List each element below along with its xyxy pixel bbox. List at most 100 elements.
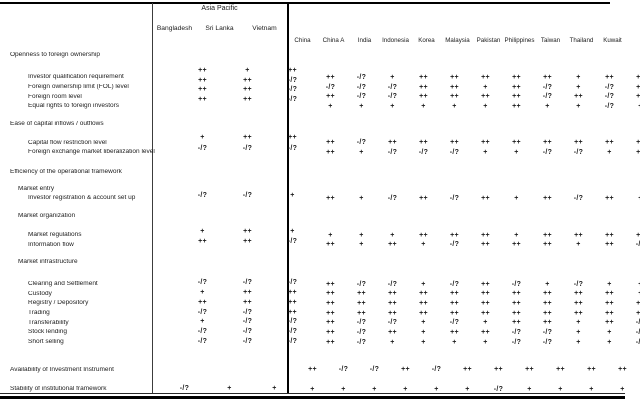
ap-value-cell: ++ — [288, 299, 297, 307]
value-cell: + — [545, 103, 550, 111]
row-label: Trading — [28, 309, 50, 316]
value-cell: ++ — [481, 195, 490, 203]
value-cell: -/? — [573, 195, 584, 203]
region-block-divider — [287, 3, 289, 393]
row-label: Investor registration & account set up — [28, 195, 136, 202]
value-cell: + — [558, 386, 563, 394]
value-cell: -/? — [387, 195, 398, 203]
value-cell: ++ — [512, 74, 521, 82]
ap-value-cell: -/? — [179, 385, 190, 393]
value-cell: ++ — [636, 231, 640, 239]
table-row-transferability: Transferability + -/? -/? ++ -/? -/? + -/? + ++ ++ +… — [0, 318, 640, 328]
value-cell: -/? — [356, 93, 367, 101]
value-cell: ++ — [419, 231, 428, 239]
ap-value-cell: + — [245, 67, 250, 75]
value-cell: -/? — [635, 319, 640, 327]
value-cell: -/? — [449, 280, 460, 288]
column-header-sri-lanka: Sri Lanka — [205, 25, 234, 32]
column-header-thailand: Thailand — [569, 37, 594, 44]
value-cell: ++ — [574, 290, 583, 298]
value-cell: + — [421, 103, 426, 111]
value-cell: + — [452, 103, 457, 111]
value-cell: ++ — [326, 74, 335, 82]
value-cell: ++ — [512, 290, 521, 298]
column-header-malaysia: Malaysia — [445, 37, 470, 44]
ap-value-cell: ++ — [198, 299, 207, 307]
value-cell: ++ — [326, 319, 335, 327]
value-cell: ++ — [388, 241, 397, 249]
table-row-investor-qualification-requirement: Investor qualification requirement ++ + ++ +… — [0, 67, 640, 83]
row-label: Clearing and Settlement — [28, 280, 98, 287]
value-cell: ++ — [388, 309, 397, 317]
ap-value-cell: ++ — [288, 67, 297, 75]
value-cell: -/? — [356, 338, 367, 346]
value-cell: -/? — [356, 280, 367, 288]
value-cell: + — [483, 83, 488, 91]
column-header-kuwait: Kuwait — [603, 37, 622, 44]
table-body: Openness to foreign ownership Investor qu… — [0, 50, 640, 395]
value-cell: -/? — [573, 149, 584, 157]
table-row-foreign-room-level: Foreign room level ++ ++ -/? ++ -/? -/? ++ ++ ++ +… — [0, 86, 640, 102]
table-row-openness-to-foreign-ownership: Openness to foreign ownership — [0, 50, 640, 60]
value-cell: ++ — [605, 195, 614, 203]
value-cell: -/? — [635, 329, 640, 337]
ap-value-cell: ++ — [288, 134, 297, 142]
value-cell: + — [607, 280, 612, 288]
value-cell: ++ — [450, 83, 459, 91]
ap-value-cell: -/? — [242, 337, 253, 345]
value-cell: ++ — [419, 300, 428, 308]
value-cell: ++ — [481, 290, 490, 298]
row-label: Availability of Investment Instrument — [10, 366, 114, 373]
value-cell: ++ — [419, 290, 428, 298]
column-header-philippines: Philippines — [504, 37, 535, 44]
value-cell: + — [514, 231, 519, 239]
row-label: Stability of institutional framework — [10, 386, 107, 393]
ap-value-cell: -/? — [287, 328, 298, 336]
value-cell: ++ — [357, 300, 366, 308]
row-label: Market infrastructure — [18, 259, 78, 266]
value-cell: ++ — [326, 139, 335, 147]
ap-value-cell: ++ — [198, 76, 207, 84]
column-header-indonesia: Indonesia — [382, 37, 409, 44]
ap-value-cell: -/? — [287, 318, 298, 326]
value-cell: + — [328, 231, 333, 239]
table-row-registry-depository: Registry / Depository ++ ++ ++ ++ ++ ++ ++ ++ ++ +… — [0, 299, 640, 309]
value-cell: ++ — [450, 329, 459, 337]
value-cell: ++ — [512, 103, 521, 111]
value-cell: + — [341, 386, 346, 394]
value-cell: ++ — [543, 195, 552, 203]
row-label: Foreign room level — [28, 93, 82, 100]
value-cell: -/? — [449, 195, 460, 203]
column-header-korea: Korea — [418, 37, 435, 44]
value-cell: ++ — [419, 83, 428, 91]
table-row-stock-lending: Stock lending -/? -/? -/? ++ -/? ++ + ++ ++ -/? -/?… — [0, 328, 640, 338]
table-row-custody: Custody++++++++++++++++++++++++++ — [0, 289, 640, 299]
ap-value-cell: + — [227, 385, 232, 393]
value-cell: ++ — [574, 139, 583, 147]
value-cell: -/? — [604, 83, 615, 91]
value-cell: + — [483, 338, 488, 346]
row-label: Short selling — [28, 339, 64, 346]
ap-value-cell: ++ — [198, 67, 207, 75]
value-cell: -/? — [604, 103, 615, 111]
value-cell: + — [576, 103, 581, 111]
value-cell: ++ — [543, 319, 552, 327]
value-cell: ++ — [605, 319, 614, 327]
ap-value-cell: + — [290, 227, 295, 235]
value-cell: -/? — [356, 74, 367, 82]
value-cell: ++ — [512, 93, 521, 101]
value-cell: ++ — [326, 241, 335, 249]
value-cell: + — [514, 149, 519, 157]
column-header-taiwan: Taiwan — [540, 37, 561, 44]
value-cell: ++ — [512, 319, 521, 327]
value-cell: ++ — [481, 309, 490, 317]
value-cell: -/? — [635, 338, 640, 346]
value-cell: ++ — [512, 241, 521, 249]
value-cell: ++ — [326, 93, 335, 101]
value-cell: -/? — [387, 319, 398, 327]
value-cell: + — [328, 103, 333, 111]
value-cell: ++ — [450, 74, 459, 82]
value-cell: ++ — [326, 329, 335, 337]
value-cell: + — [465, 386, 470, 394]
